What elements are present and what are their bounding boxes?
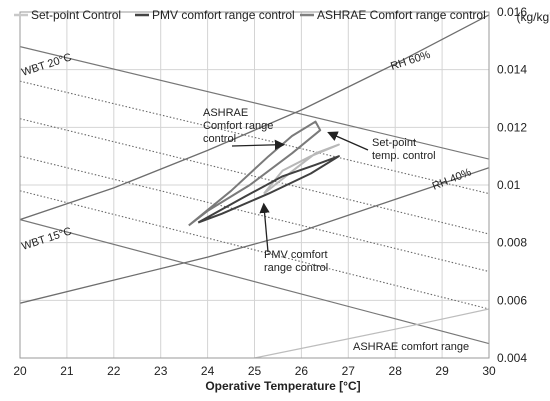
y-tick-label: 0.016 bbox=[497, 5, 527, 19]
wbt-dotted-line bbox=[20, 190, 489, 310]
x-tick-label: 26 bbox=[295, 364, 309, 378]
series-loop-3 bbox=[188, 120, 322, 227]
annotation-line: Set-point bbox=[372, 137, 416, 149]
rh-curve bbox=[20, 14, 489, 221]
data-series bbox=[188, 120, 340, 227]
x-tick-label: 22 bbox=[107, 364, 121, 378]
y-tick-label: 0.014 bbox=[497, 63, 527, 77]
annotation-arrow bbox=[231, 139, 286, 151]
y-tick-label: 0.01 bbox=[497, 178, 521, 192]
x-tick-label: 27 bbox=[342, 364, 356, 378]
wbt-line bbox=[20, 219, 489, 345]
annotation-arrow bbox=[259, 202, 270, 253]
annotation-line: control bbox=[203, 133, 236, 145]
annotation-line: ASHRAE bbox=[203, 107, 248, 119]
annotation-line: range control bbox=[264, 262, 328, 274]
annotation-line: temp. control bbox=[372, 150, 436, 162]
annotation-line: Comfort range bbox=[203, 120, 273, 132]
x-tick-label: 24 bbox=[201, 364, 215, 378]
legend-label: ASHRAE Comfort range control bbox=[317, 8, 486, 22]
x-tick-label: 25 bbox=[248, 364, 262, 378]
y-axis-unit: (kg/kg') bbox=[517, 10, 550, 24]
x-tick-label: 21 bbox=[60, 364, 74, 378]
y-tick-label: 0.006 bbox=[497, 293, 527, 307]
legend-label: PMV comfort range control bbox=[152, 8, 295, 22]
x-tick-label: 30 bbox=[482, 364, 496, 378]
annotation-label: ASHRAE Comfort range control bbox=[203, 107, 273, 145]
series-loop-2 bbox=[197, 155, 340, 224]
plot-frame bbox=[19, 11, 490, 359]
x-tick-label: 23 bbox=[154, 364, 168, 378]
x-tick-label: 29 bbox=[435, 364, 449, 378]
annotation-line: PMV comfort bbox=[264, 249, 328, 261]
y-tick-label: 0.004 bbox=[497, 351, 527, 365]
legend-label: Set-point Control bbox=[31, 8, 121, 22]
annotation-label: Set-point temp. control bbox=[372, 137, 436, 162]
y-tick-label: 0.008 bbox=[497, 236, 527, 250]
annotation-label: PMV comfort range control bbox=[264, 249, 328, 274]
rh-curve bbox=[20, 167, 489, 304]
x-tick-label: 28 bbox=[389, 364, 403, 378]
y-tick-label: 0.012 bbox=[497, 120, 527, 134]
reference-curves bbox=[20, 14, 489, 358]
x-axis-title: Operative Temperature [°C] bbox=[205, 379, 360, 393]
ashrae-comfort-range-label: ASHRAE comfort range bbox=[353, 341, 469, 353]
ashrae-comfort-range-line bbox=[254, 308, 489, 358]
series-loop-1 bbox=[263, 143, 340, 195]
wbt-line bbox=[20, 46, 489, 160]
annotation-arrow bbox=[327, 131, 369, 151]
x-tick-label: 20 bbox=[13, 364, 27, 378]
axes: 20 21 22 23 24 25 26 27 28 29 300.004 0.006 0.008 0.0… bbox=[13, 5, 527, 378]
